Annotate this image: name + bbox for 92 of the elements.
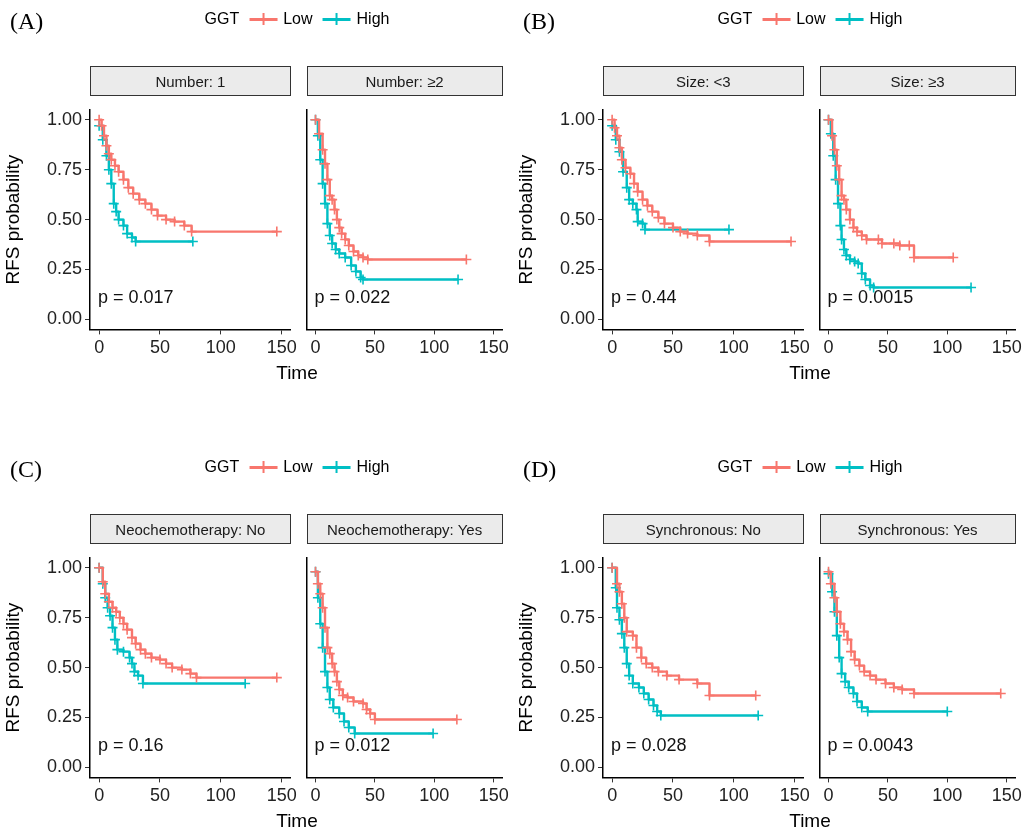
legend-label: Low — [283, 458, 313, 476]
y-tick-label: 0.25 — [46, 706, 82, 727]
x-tick-label: 150 — [991, 337, 1022, 358]
y-tick-label: 0.50 — [559, 656, 595, 677]
x-tick-label: 50 — [877, 337, 898, 358]
chart-title: Size: <3 — [603, 66, 804, 96]
y-tick-label: 0.75 — [559, 606, 595, 627]
x-tick-label: 100 — [718, 785, 749, 806]
x-tick-label: 100 — [205, 337, 236, 358]
annotation: p = 0.028 — [611, 735, 687, 756]
x-tick-label: 150 — [991, 785, 1022, 806]
y-tick-label: 1.00 — [46, 556, 82, 577]
x-tick-label: 0 — [823, 337, 834, 358]
x-tick-label: 0 — [94, 785, 105, 806]
chart-title: Neochemotherapy: Yes — [306, 514, 503, 544]
y-tick-label: 0.25 — [46, 258, 82, 279]
legend-title: GGT — [204, 10, 240, 28]
annotation: p = 0.022 — [314, 287, 391, 308]
x-tick-label: 50 — [877, 785, 898, 806]
x-tick-label: 100 — [419, 337, 450, 358]
annotation: p = 0.017 — [98, 287, 174, 308]
annotation: p = 0.16 — [98, 735, 164, 756]
x-tick-label: 50 — [149, 785, 170, 806]
x-axis-title: Time — [276, 362, 318, 384]
x-axis-title: Time — [276, 810, 318, 832]
text: (D) — [523, 456, 557, 483]
x-tick-label: 50 — [662, 785, 683, 806]
x-tick-label: 0 — [607, 785, 618, 806]
y-tick-label: 1.00 — [559, 108, 595, 129]
y-axis-title: RFS probability — [1, 154, 23, 285]
y-tick-label: 0.50 — [46, 656, 82, 677]
y-axis-title: RFS probability — [1, 602, 23, 733]
y-tick-label: 0.00 — [559, 308, 595, 329]
y-tick-label: 0.00 — [46, 756, 82, 777]
legend-title: GGT — [717, 10, 753, 28]
legend-label: Low — [796, 10, 826, 28]
chart-title: Synchronous: No — [603, 514, 804, 544]
x-tick-label: 100 — [419, 785, 450, 806]
text: (C) — [10, 456, 42, 483]
annotation: p = 0.012 — [314, 735, 391, 756]
x-tick-label: 0 — [823, 785, 834, 806]
legend-label: Low — [796, 458, 826, 476]
legend-label: High — [356, 458, 390, 476]
y-tick-label: 1.00 — [46, 108, 82, 129]
x-tick-label: 150 — [266, 337, 297, 358]
x-tick-label: 100 — [205, 785, 236, 806]
legend-label: High — [869, 458, 903, 476]
x-tick-label: 150 — [266, 785, 297, 806]
x-tick-label: 0 — [94, 337, 105, 358]
x-tick-label: 100 — [718, 337, 749, 358]
y-tick-label: 0.50 — [559, 208, 595, 229]
y-tick-label: 0.50 — [46, 208, 82, 229]
y-tick-label: 0.00 — [46, 308, 82, 329]
annotation: p = 0.0043 — [827, 735, 914, 756]
annotation: p = 0.0015 — [827, 287, 914, 308]
legend-title: GGT — [717, 458, 753, 476]
x-axis-title: Time — [789, 810, 831, 832]
y-tick-label: 0.00 — [559, 756, 595, 777]
x-tick-label: 0 — [310, 785, 321, 806]
x-tick-label: 150 — [478, 785, 509, 806]
x-tick-label: 150 — [779, 785, 810, 806]
chart-title: Synchronous: Yes — [819, 514, 1016, 544]
legend-label: High — [869, 10, 903, 28]
x-tick-label: 100 — [932, 337, 963, 358]
chart-title: Neochemotherapy: No — [90, 514, 291, 544]
y-tick-label: 0.75 — [559, 158, 595, 179]
x-tick-label: 50 — [364, 337, 385, 358]
x-tick-label: 50 — [149, 337, 170, 358]
legend-title: GGT — [204, 458, 240, 476]
annotation: p = 0.44 — [611, 287, 677, 308]
y-tick-label: 0.75 — [46, 606, 82, 627]
chart-title: Size: ≥3 — [819, 66, 1016, 96]
chart-title: Number: ≥2 — [306, 66, 503, 96]
y-axis-title: RFS probability — [514, 602, 536, 733]
y-axis-title: RFS probability — [514, 154, 536, 285]
y-tick-label: 0.25 — [559, 706, 595, 727]
x-tick-label: 50 — [364, 785, 385, 806]
text: (A) — [10, 8, 44, 35]
x-tick-label: 150 — [478, 337, 509, 358]
y-tick-label: 0.75 — [46, 158, 82, 179]
y-tick-label: 1.00 — [559, 556, 595, 577]
x-tick-label: 50 — [662, 337, 683, 358]
x-axis-title: Time — [789, 362, 831, 384]
x-tick-label: 100 — [932, 785, 963, 806]
chart-title: Number: 1 — [90, 66, 291, 96]
x-tick-label: 150 — [779, 337, 810, 358]
legend-label: Low — [283, 10, 313, 28]
x-tick-label: 0 — [310, 337, 321, 358]
y-tick-label: 0.25 — [559, 258, 595, 279]
x-tick-label: 0 — [607, 337, 618, 358]
text: (B) — [523, 8, 555, 35]
legend-label: High — [356, 10, 390, 28]
